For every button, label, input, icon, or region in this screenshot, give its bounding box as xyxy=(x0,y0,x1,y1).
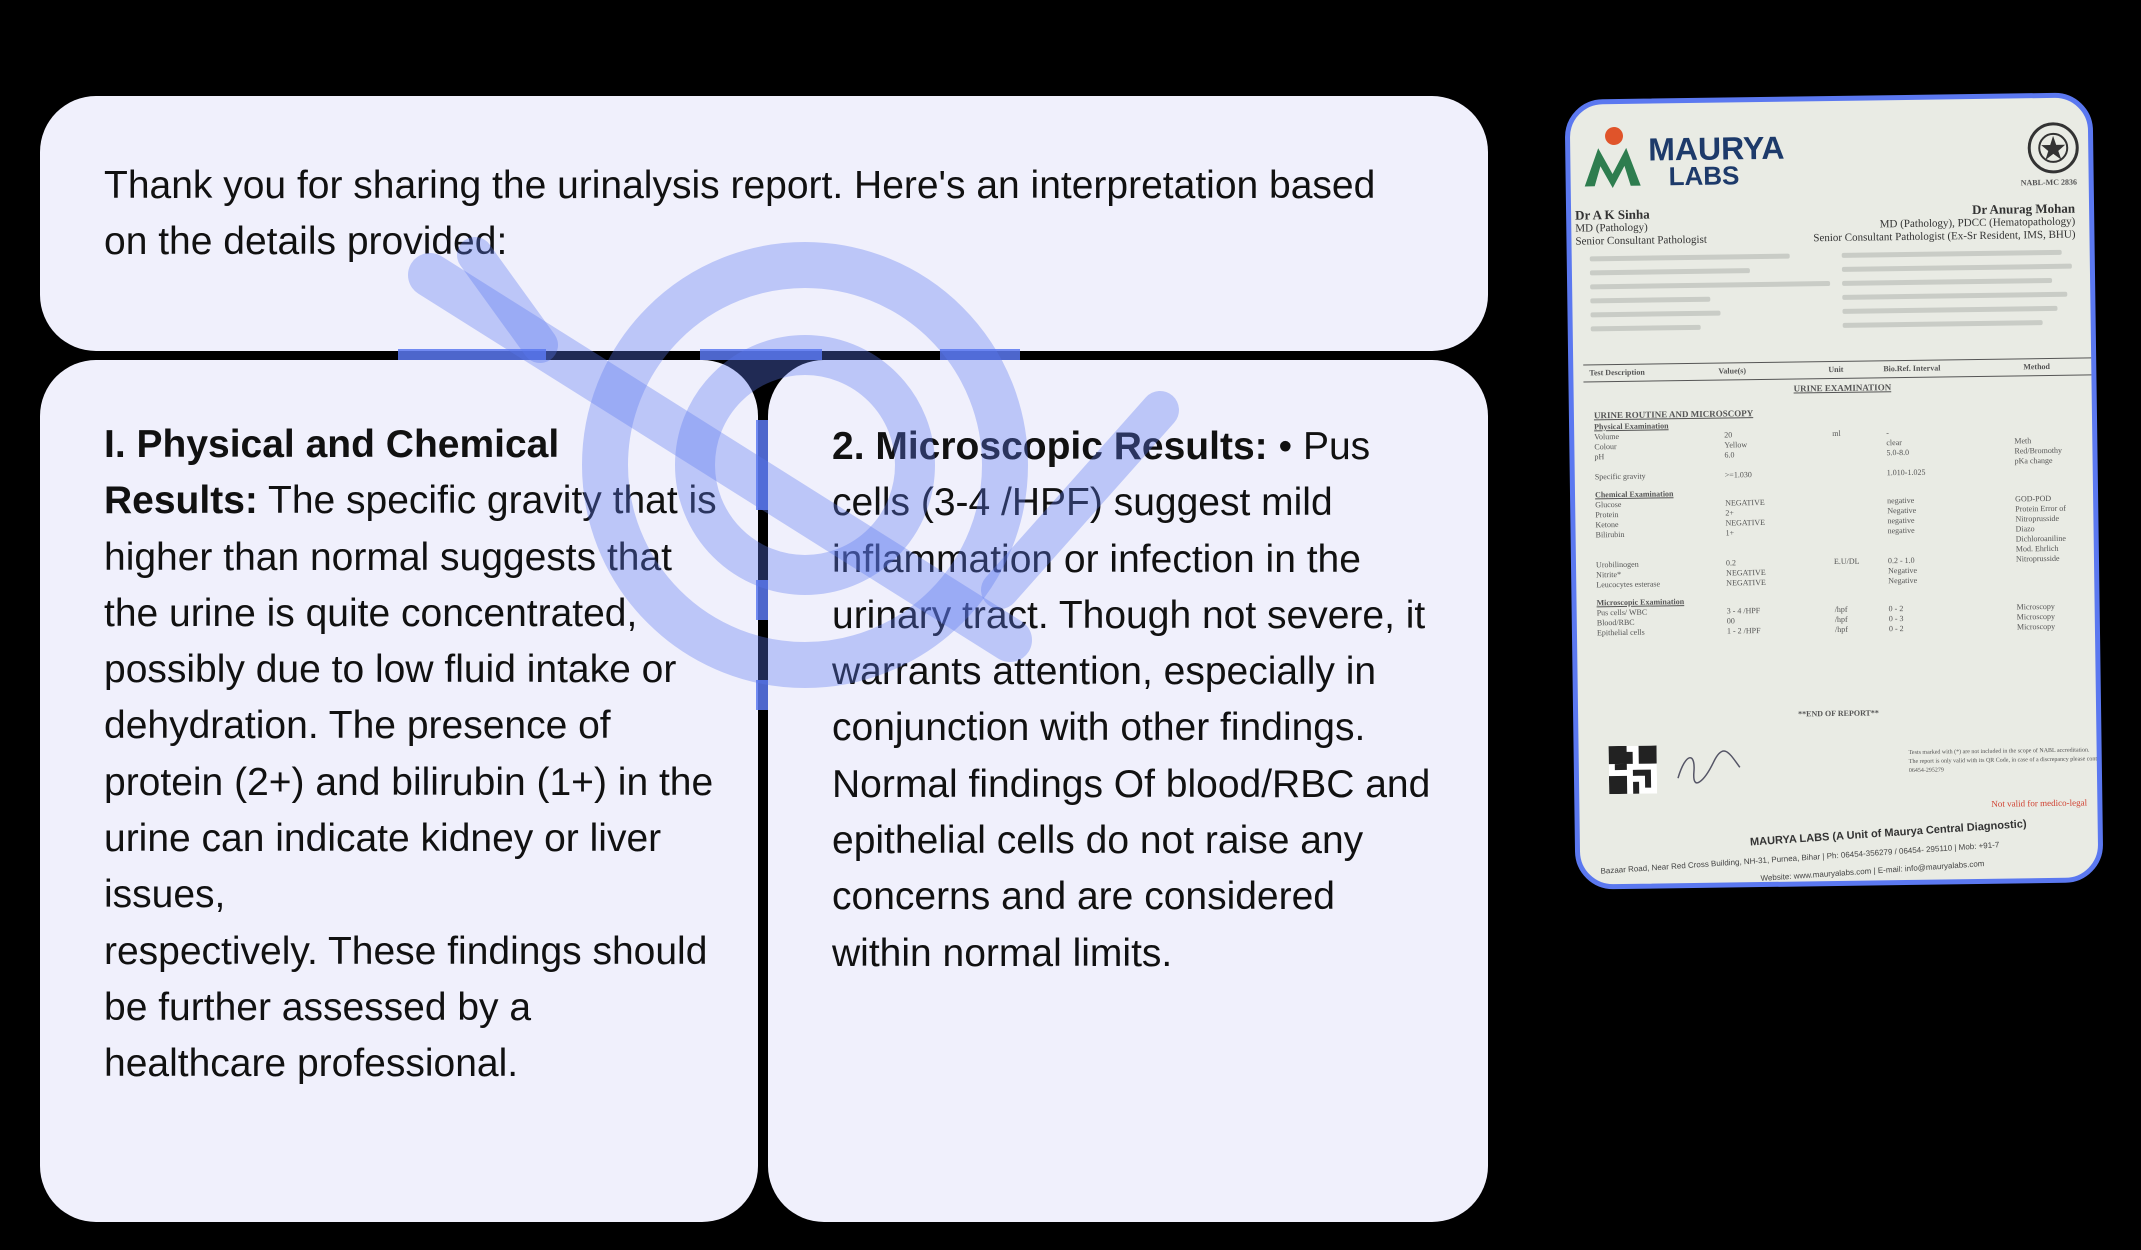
intro-text: Thank you for sharing the urinalysis rep… xyxy=(104,164,1376,264)
report-cell: Leucocytes esterase xyxy=(1596,579,1661,590)
report-cell: /hpf xyxy=(1834,624,1848,634)
report-cell: ml xyxy=(1832,428,1841,439)
report-col-method: Method xyxy=(2023,361,2051,372)
report-cell: Meth xyxy=(2014,436,2032,446)
report-cell: Negative xyxy=(1888,565,1918,576)
report-cell: Bilirubin xyxy=(1595,529,1625,540)
report-cell: pKa change xyxy=(2014,455,2053,466)
report-cell: Diazo xyxy=(2015,524,2035,534)
physical-results-body-2: respectively. These findings should be f… xyxy=(104,929,708,1086)
report-cell: Colour xyxy=(1594,442,1617,452)
nabl-seal-icon xyxy=(2027,122,2079,174)
signature-icon xyxy=(1677,750,1741,784)
report-cell: pH xyxy=(1594,452,1605,462)
report-cell: Blood/RBC xyxy=(1596,617,1635,628)
report-cell: 20 xyxy=(1724,430,1733,440)
report-cell: 1 - 2 /HPF xyxy=(1726,626,1761,636)
report-col-range: Bio.Ref. Interval xyxy=(1883,363,1941,374)
report-doctor-left-degree: MD (Pathology) xyxy=(1575,221,1648,235)
report-cell: 3 - 4 /HPF xyxy=(1726,606,1761,616)
report-cell: negative xyxy=(1887,525,1915,536)
report-cell: 0 - 3 xyxy=(1888,614,1904,624)
report-cell: Pus cells/ WBC xyxy=(1596,607,1648,618)
report-cell: Specific gravity xyxy=(1594,471,1646,482)
report-rows: Physical Examination Volume 20 ml - Colour Yel… xyxy=(1570,97,2088,637)
physical-results-body: The specific gravity that is higher than… xyxy=(104,479,717,917)
report-cell: negative xyxy=(1887,515,1915,526)
report-exam-title: URINE EXAMINATION xyxy=(1793,382,1892,394)
report-cell: Microscopy xyxy=(2016,601,2055,612)
report-end: **END OF REPORT** xyxy=(1798,708,1879,719)
physical-results-text: I. Physical and Chemical Results: The sp… xyxy=(104,417,718,1093)
report-col-value: Value(s) xyxy=(1718,366,1747,376)
report-doctor-left-title: Senior Consultant Pathologist xyxy=(1575,233,1707,248)
microscopic-results-text: 2. Microscopic Results: • Pus cells (3-4… xyxy=(832,419,1448,982)
report-cell: Nitroprusside xyxy=(2015,553,2060,564)
report-cell: - xyxy=(1886,428,1889,438)
report-group-title: Chemical Examination xyxy=(1594,489,1674,500)
report-cell: /hpf xyxy=(1834,604,1848,615)
report-table-header: Test Description Value(s) Unit Bio.Ref. … xyxy=(1583,357,2094,383)
microscopic-results-body-2: Normal findings Of blood/RBC and epithel… xyxy=(832,762,1431,919)
report-not-valid: Not valid for medico-legal xyxy=(1991,797,2088,809)
report-cell: Microscopy xyxy=(2016,611,2056,622)
report-cell: 1.010-1.025 xyxy=(1886,467,1926,478)
report-cell: NEGATIVE xyxy=(1725,497,1765,508)
report-cell: Epithelial cells xyxy=(1596,627,1645,638)
report-group-title: Physical Examination xyxy=(1594,421,1669,432)
report-cell: Microscopy xyxy=(2016,621,2056,632)
report-patient-info-redacted xyxy=(1570,97,2088,332)
report-cell: negative xyxy=(1887,495,1915,506)
microscopic-results-body: • Pus cells (3-4 /HPF) suggest mild infl… xyxy=(832,425,1426,750)
report-cell: Yellow xyxy=(1724,440,1748,450)
report-cell: NEGATIVE xyxy=(1725,517,1766,528)
report-cell: 2+ xyxy=(1725,508,1734,518)
report-col-test: Test Description xyxy=(1589,367,1645,378)
report-cell: E.U/DL xyxy=(1833,556,1860,567)
report-cell: NEGATIVE xyxy=(1726,567,1766,578)
report-cell: NEGATIVE xyxy=(1726,577,1766,588)
report-cell: Urobilinogen xyxy=(1595,559,1639,570)
report-cell: Negative xyxy=(1887,505,1917,516)
report-cell: 0.2 xyxy=(1725,558,1737,568)
report-col-unit: Unit xyxy=(1828,364,1844,375)
report-cell: >=1.030 xyxy=(1724,470,1752,480)
report-group-title: Microscopic Examination xyxy=(1596,597,1685,608)
intro-card: Thank you for sharing the urinalysis rep… xyxy=(40,96,1488,351)
report-cell: Nitroprusside xyxy=(2015,513,2060,524)
report-cell: Volume xyxy=(1594,431,1620,442)
report-cell: 0 - 2 xyxy=(1888,624,1904,634)
physical-results-card: I. Physical and Chemical Results: The sp… xyxy=(40,360,758,1222)
report-cell: 5.0-8.0 xyxy=(1886,447,1910,458)
lab-report-photo[interactable]: MAURYA LABS NABL-MC 2836 Dr A K Sinha MD… xyxy=(1564,92,2104,890)
report-cell: clear xyxy=(1886,438,1902,448)
report-cell: 0 - 2 xyxy=(1888,604,1904,614)
report-cell: Mod. Ehrlich xyxy=(2015,543,2059,554)
microscopic-results-body-3: within normal limits. xyxy=(832,931,1173,975)
report-cell: 0.2 - 1.0 xyxy=(1887,555,1915,566)
microscopic-results-card: 2. Microscopic Results: • Pus cells (3-4… xyxy=(768,360,1488,1222)
report-cell: Negative xyxy=(1888,575,1918,586)
report-doctor-left-name: Dr A K Sinha xyxy=(1575,206,1650,223)
report-cell: GOD-POD xyxy=(2015,493,2052,504)
report-note-3: 06454-295279 xyxy=(1908,767,1944,774)
report-doctor-right-name: Dr Anurag Mohan xyxy=(1971,200,2076,218)
microscopic-results-heading: 2. Microscopic Results: xyxy=(832,425,1268,468)
report-cell: Ketone xyxy=(1595,520,1619,530)
report-cell: Red/Bromothy xyxy=(2014,445,2063,456)
report-cell: Protein xyxy=(1595,510,1619,520)
physical-results-heading: I. Physical and Chemical Results: xyxy=(104,423,560,523)
report-cell: 6.0 xyxy=(1724,450,1735,460)
maurya-logo-icon xyxy=(1584,127,1641,189)
report-section-title: URINE ROUTINE AND MICROSCOPY xyxy=(1593,408,1754,421)
report-cell: /hpf xyxy=(1834,614,1848,625)
report-cell: 1+ xyxy=(1725,528,1735,538)
report-lab-sub: LABS xyxy=(1668,160,1740,192)
report-doctor-right-title: Senior Consultant Pathologist (Ex-Sr Res… xyxy=(1813,228,2076,245)
report-accreditation: NABL-MC 2836 xyxy=(2020,177,2077,188)
qr-code-icon xyxy=(1608,745,1658,795)
report-cell: 00 xyxy=(1726,616,1735,626)
report-cell: Nitrite* xyxy=(1596,569,1622,580)
report-cell: Glucose xyxy=(1595,499,1622,510)
